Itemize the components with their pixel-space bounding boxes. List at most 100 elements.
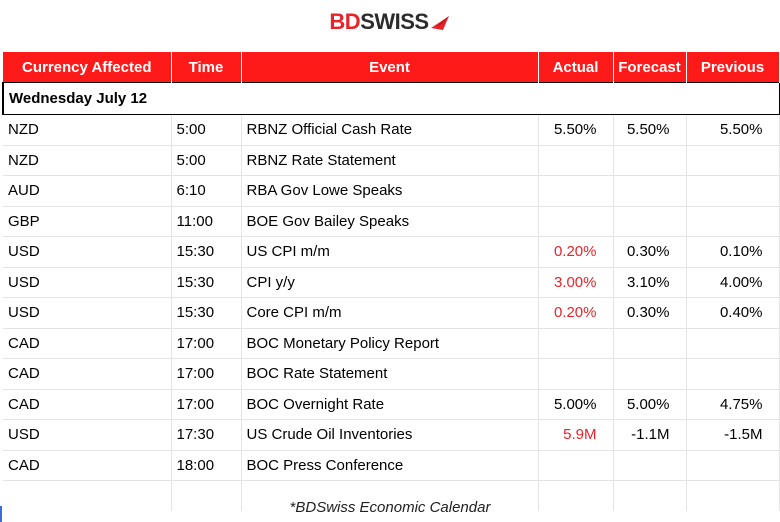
cell-event: BOC Rate Statement: [241, 358, 539, 390]
cell-time: 11:00: [171, 206, 242, 237]
header-row: Currency Affected Time Event Actual Fore…: [3, 52, 780, 83]
cell-time: 17:00: [171, 358, 242, 390]
empty-cell: [686, 480, 780, 511]
economic-calendar-table: Currency Affected Time Event Actual Fore…: [2, 52, 780, 511]
cell-forecast: [613, 175, 687, 207]
table-row: GBP 11:00 BOE Gov Bailey Speaks: [3, 206, 780, 237]
cell-time: 15:30: [171, 236, 242, 268]
cell-previous: [686, 175, 780, 207]
cell-event: BOC Monetary Policy Report: [241, 328, 539, 359]
cell-time: 5:00: [171, 114, 242, 146]
cell-previous: 4.00%: [686, 267, 780, 298]
empty-cell: [3, 480, 172, 511]
cell-time: 17:00: [171, 328, 242, 359]
cell-currency: CAD: [3, 358, 172, 390]
cell-previous: [686, 328, 780, 359]
cell-forecast: [613, 450, 687, 481]
cell-currency: NZD: [3, 114, 172, 146]
footer-note: *BDSwiss Economic Calendar: [289, 499, 491, 516]
brand-logo: BD SWISS: [0, 8, 780, 36]
cell-event: BOC Press Conference: [241, 450, 539, 481]
cell-previous: [686, 450, 780, 481]
header-currency: Currency Affected: [3, 52, 172, 83]
cell-time: 17:30: [171, 419, 242, 451]
header-forecast: Forecast: [613, 52, 687, 83]
cell-currency: USD: [3, 297, 172, 329]
table-row: NZD 5:00 RBNZ Official Cash Rate 5.50% 5.50%…: [3, 114, 780, 146]
logo-arrow-icon: [430, 16, 449, 30]
cell-previous: 0.40%: [686, 297, 780, 329]
cell-event: CPI y/y: [241, 267, 539, 298]
table-row: USD 15:30 CPI y/y 3.00% 3.10% 4.00%: [3, 267, 780, 298]
logo-text-swiss: SWISS: [360, 9, 429, 34]
empty-cell: [241, 480, 539, 511]
cell-currency: GBP: [3, 206, 172, 237]
cell-event: RBNZ Rate Statement: [241, 145, 539, 176]
cell-forecast: 5.50%: [613, 114, 687, 146]
empty-cell: [171, 480, 242, 511]
cell-currency: USD: [3, 419, 172, 451]
cell-currency: USD: [3, 267, 172, 298]
cell-actual: [538, 358, 614, 390]
corner-marker: [0, 506, 2, 522]
cell-actual: 5.00%: [538, 389, 614, 420]
header-previous: Previous: [686, 52, 780, 83]
cell-actual: 3.00%: [538, 267, 614, 298]
table-row: NZD 5:00 RBNZ Rate Statement: [3, 145, 780, 176]
cell-event: US CPI m/m: [241, 236, 539, 268]
date-row: Wednesday July 12: [2, 82, 780, 115]
cell-previous: [686, 145, 780, 176]
table-row: USD 15:30 US CPI m/m 0.20% 0.30% 0.10%: [3, 236, 780, 268]
table-row: AUD 6:10 RBA Gov Lowe Speaks: [3, 175, 780, 207]
cell-forecast: [613, 206, 687, 237]
logo-text-bd: BD: [329, 9, 361, 34]
cell-forecast: [613, 328, 687, 359]
cell-previous: 4.75%: [686, 389, 780, 420]
cell-actual: [538, 145, 614, 176]
cell-actual: 5.50%: [538, 114, 614, 146]
cell-event: Core CPI m/m: [241, 297, 539, 329]
table-row: CAD 18:00 BOC Press Conference: [3, 450, 780, 481]
cell-previous: -1.5M: [686, 419, 780, 451]
cell-actual: [538, 450, 614, 481]
cell-time: 15:30: [171, 297, 242, 329]
cell-currency: CAD: [3, 328, 172, 359]
cell-event: RBNZ Official Cash Rate: [241, 114, 539, 146]
cell-time: 6:10: [171, 175, 242, 207]
cell-time: 5:00: [171, 145, 242, 176]
table-row: CAD 17:00 BOC Monetary Policy Report: [3, 328, 780, 359]
cell-forecast: [613, 358, 687, 390]
header-time: Time: [171, 52, 242, 83]
cell-currency: CAD: [3, 389, 172, 420]
cell-currency: AUD: [3, 175, 172, 207]
cell-time: 17:00: [171, 389, 242, 420]
cell-event: BOC Overnight Rate: [241, 389, 539, 420]
cell-previous: 5.50%: [686, 114, 780, 146]
cell-forecast: 5.00%: [613, 389, 687, 420]
header-actual: Actual: [538, 52, 614, 83]
cell-actual: 5.9M: [538, 419, 614, 451]
cell-currency: NZD: [3, 145, 172, 176]
table-row: USD 17:30 US Crude Oil Inventories 5.9M -1.1…: [3, 419, 780, 451]
date-label: Wednesday July 12: [2, 82, 780, 115]
empty-cell: [538, 480, 614, 511]
cell-event: RBA Gov Lowe Speaks: [241, 175, 539, 207]
cell-actual: [538, 206, 614, 237]
cell-actual: 0.20%: [538, 297, 614, 329]
cell-time: 18:00: [171, 450, 242, 481]
cell-time: 15:30: [171, 267, 242, 298]
cell-actual: [538, 175, 614, 207]
cell-currency: CAD: [3, 450, 172, 481]
empty-row: [3, 480, 780, 511]
cell-previous: [686, 358, 780, 390]
cell-forecast: 3.10%: [613, 267, 687, 298]
cell-forecast: [613, 145, 687, 176]
cell-currency: USD: [3, 236, 172, 268]
cell-forecast: 0.30%: [613, 236, 687, 268]
cell-forecast: -1.1M: [613, 419, 687, 451]
table-row: USD 15:30 Core CPI m/m 0.20% 0.30% 0.40%: [3, 297, 780, 329]
cell-actual: 0.20%: [538, 236, 614, 268]
cell-actual: [538, 328, 614, 359]
cell-previous: 0.10%: [686, 236, 780, 268]
empty-cell: [613, 480, 687, 511]
